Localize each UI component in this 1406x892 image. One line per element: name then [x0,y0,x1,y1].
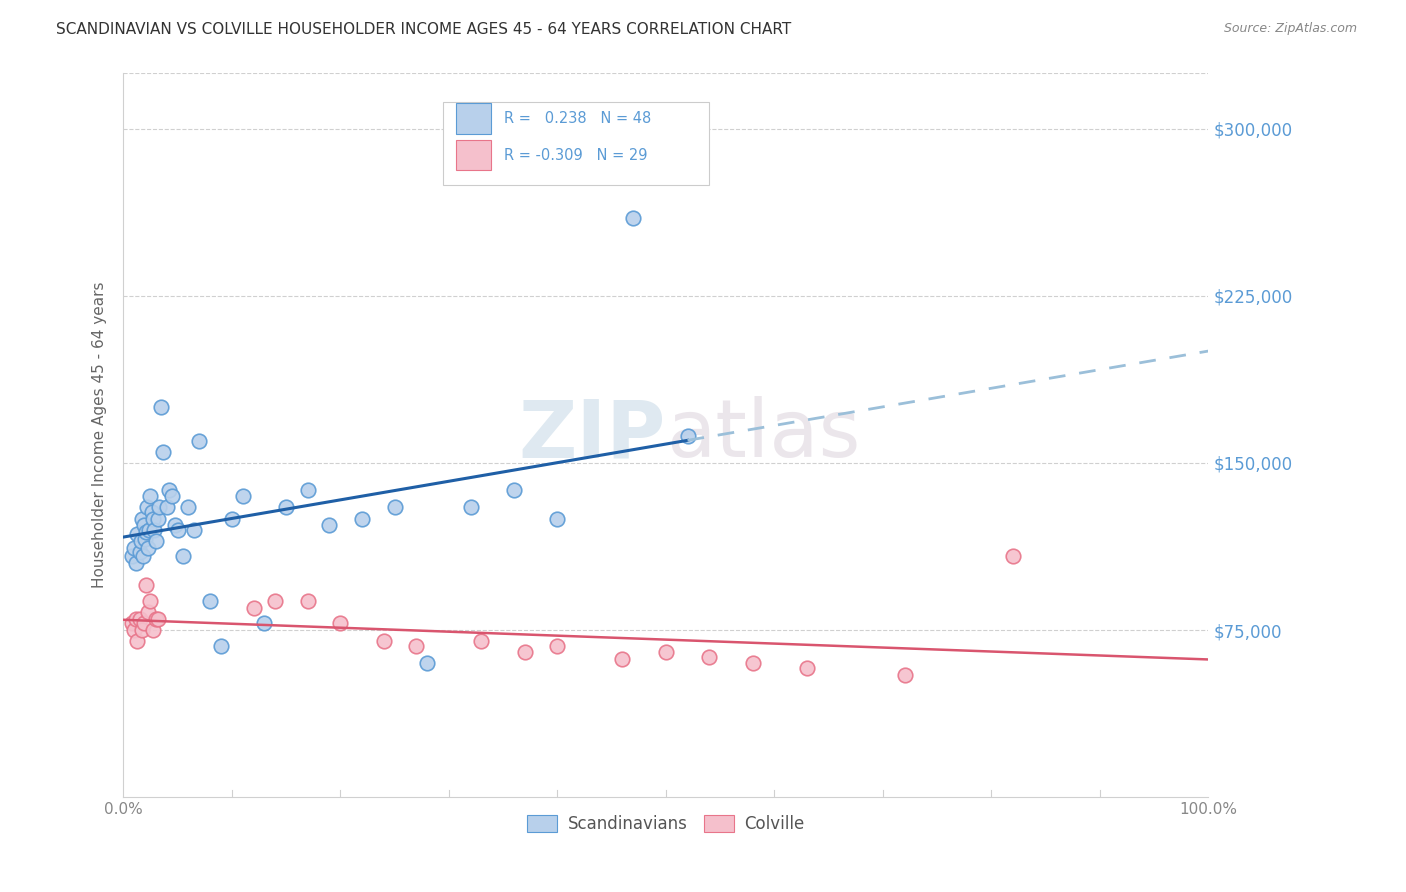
Point [156,500,179,515]
Text: R =   0.238   N = 48: R = 0.238 N = 48 [505,111,651,126]
Point [676,429,699,443]
Point [127,634,149,648]
Point [150,400,173,414]
Point [122,541,145,555]
Point [121,616,143,631]
Point [142,623,165,637]
Point [142,511,165,525]
Point [513,645,536,659]
Point [148,500,170,515]
Point [131,511,153,525]
Point [125,556,148,570]
Point [297,594,319,608]
Point [131,623,153,637]
Point [297,483,319,497]
Point [242,600,264,615]
Point [135,524,157,539]
Bar [443,102,709,186]
Point [145,612,167,626]
Point [893,667,915,681]
Point [188,434,211,448]
Point [796,661,818,675]
Point [136,500,159,515]
Point [135,578,157,592]
Point [132,549,155,564]
Point [172,549,194,564]
Point [460,500,482,515]
Point [183,523,205,537]
Point [350,511,373,525]
Point [128,545,150,559]
Point [621,211,644,225]
Y-axis label: Householder Income Ages 45 - 64 years: Householder Income Ages 45 - 64 years [93,282,107,589]
Text: ZIP: ZIP [519,396,666,474]
Point [655,645,678,659]
Point [160,489,183,503]
Point [129,533,152,548]
Point [373,634,395,648]
Point [157,483,180,497]
Point [329,616,352,631]
Point [128,612,150,626]
Text: Source: ZipAtlas.com: Source: ZipAtlas.com [1223,22,1357,36]
Point [121,549,143,564]
Point [546,639,568,653]
Legend: Scandinavians, Colville: Scandinavians, Colville [520,808,811,839]
Point [146,612,169,626]
Point [127,527,149,541]
Point [209,639,232,653]
Point [177,500,200,515]
Point [142,523,165,537]
Point [132,616,155,631]
Bar [457,103,491,134]
Point [221,511,243,525]
Point [274,500,297,515]
Point [697,649,720,664]
Point [145,533,167,548]
Point [132,518,155,533]
Point [264,594,287,608]
Point [136,541,159,555]
Point [503,483,526,497]
Point [546,511,568,525]
Point [152,444,174,458]
Point [122,623,145,637]
Point [136,605,159,619]
Point [125,612,148,626]
Point [232,489,254,503]
Text: R = -0.309   N = 29: R = -0.309 N = 29 [505,147,648,162]
Point [139,489,162,503]
Point [741,657,763,671]
Point [166,523,188,537]
Point [612,652,634,666]
Text: atlas: atlas [666,396,860,474]
Point [198,594,221,608]
Point [134,532,156,546]
Bar [457,140,491,170]
Point [416,657,439,671]
Point [253,616,276,631]
Point [146,511,169,525]
Point [139,594,162,608]
Point [384,500,406,515]
Point [141,505,163,519]
Point [165,518,187,533]
Point [470,634,492,648]
Point [138,523,160,537]
Point [318,518,340,533]
Text: SCANDINAVIAN VS COLVILLE HOUSEHOLDER INCOME AGES 45 - 64 YEARS CORRELATION CHART: SCANDINAVIAN VS COLVILLE HOUSEHOLDER INC… [56,22,792,37]
Point [1002,549,1025,564]
Point [405,639,427,653]
